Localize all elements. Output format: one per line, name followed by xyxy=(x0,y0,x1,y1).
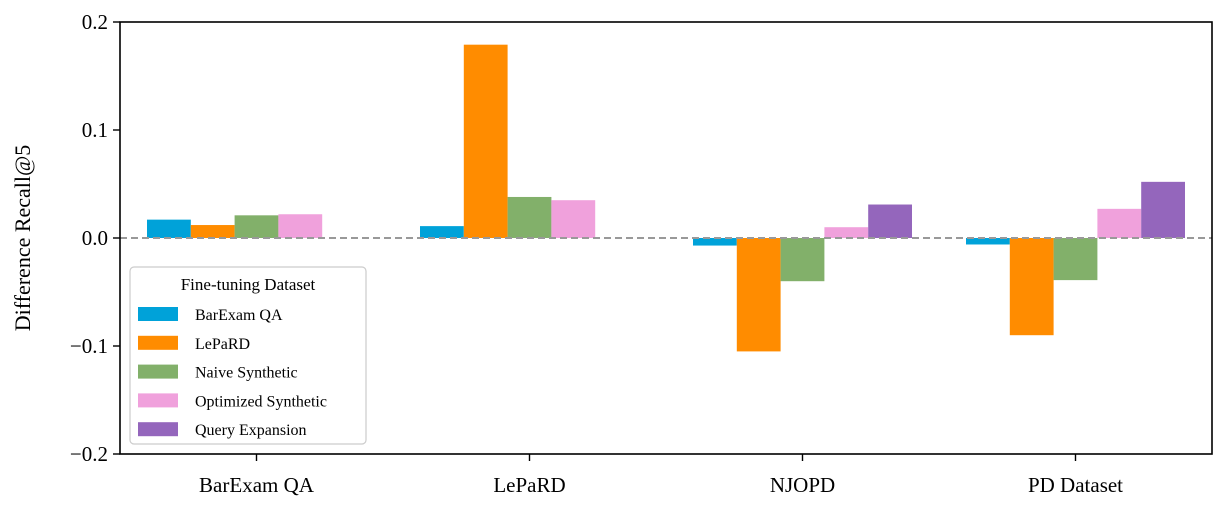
bar-2-3 xyxy=(1053,238,1098,281)
y-tick-label: −0.2 xyxy=(70,442,108,466)
bars-layer xyxy=(147,44,1185,352)
legend-swatch xyxy=(138,335,178,350)
legend-swatch xyxy=(138,393,178,408)
y-tick-label: 0.2 xyxy=(82,10,108,34)
legend: Fine-tuning Dataset BarExam QA LePaRD Naiv… xyxy=(129,266,367,445)
bar-0-3 xyxy=(966,238,1010,245)
y-tick-label: −0.1 xyxy=(70,334,108,358)
y-tick-label: 0.1 xyxy=(82,118,108,142)
x-axis-ticks: BarExam QA LePaRD NJOPD PD Dataset xyxy=(199,454,1123,497)
bar-3-1 xyxy=(551,200,596,238)
x-tick-label: BarExam QA xyxy=(199,473,315,497)
legend-label: Query Expansion xyxy=(195,422,307,439)
bar-4-3 xyxy=(1141,181,1185,238)
legend-title: Fine-tuning Dataset xyxy=(181,275,316,294)
bar-1-3 xyxy=(1009,238,1054,336)
bar-3-2 xyxy=(824,227,869,238)
y-axis-label: Difference Recall@5 xyxy=(10,145,35,332)
bar-4-2 xyxy=(868,204,912,238)
x-tick-label: LePaRD xyxy=(493,473,565,497)
y-axis-ticks: 0.2 0.1 0.0 −0.1 −0.2 xyxy=(70,10,120,466)
bar-2-2 xyxy=(780,238,825,282)
legend-items: BarExam QA LePaRD Naive Synthetic Optimized… xyxy=(138,307,327,439)
plot-frame xyxy=(119,21,1213,455)
bar-0-1 xyxy=(420,226,464,238)
bar-3-3 xyxy=(1097,208,1142,238)
legend-box xyxy=(129,266,367,445)
bar-1-1 xyxy=(463,44,508,239)
bar-0-0 xyxy=(147,219,191,238)
legend-swatch xyxy=(138,307,178,321)
bar-3-0 xyxy=(278,214,323,238)
bar-0-2 xyxy=(693,238,737,246)
x-tick-label: PD Dataset xyxy=(1028,473,1123,497)
bar-1-2 xyxy=(736,238,781,352)
x-tick-label: NJOPD xyxy=(770,473,835,497)
bar-2-0 xyxy=(234,215,279,238)
bar-2-1 xyxy=(507,196,552,238)
bar-1-0 xyxy=(190,225,235,238)
legend-label: LePaRD xyxy=(195,336,250,353)
legend-swatch xyxy=(138,364,178,379)
legend-swatch xyxy=(138,422,178,437)
legend-label: Optimized Synthetic xyxy=(195,393,327,410)
y-tick-label: 0.0 xyxy=(82,226,108,250)
legend-label: Naive Synthetic xyxy=(195,365,298,382)
legend-label: BarExam QA xyxy=(195,307,283,324)
